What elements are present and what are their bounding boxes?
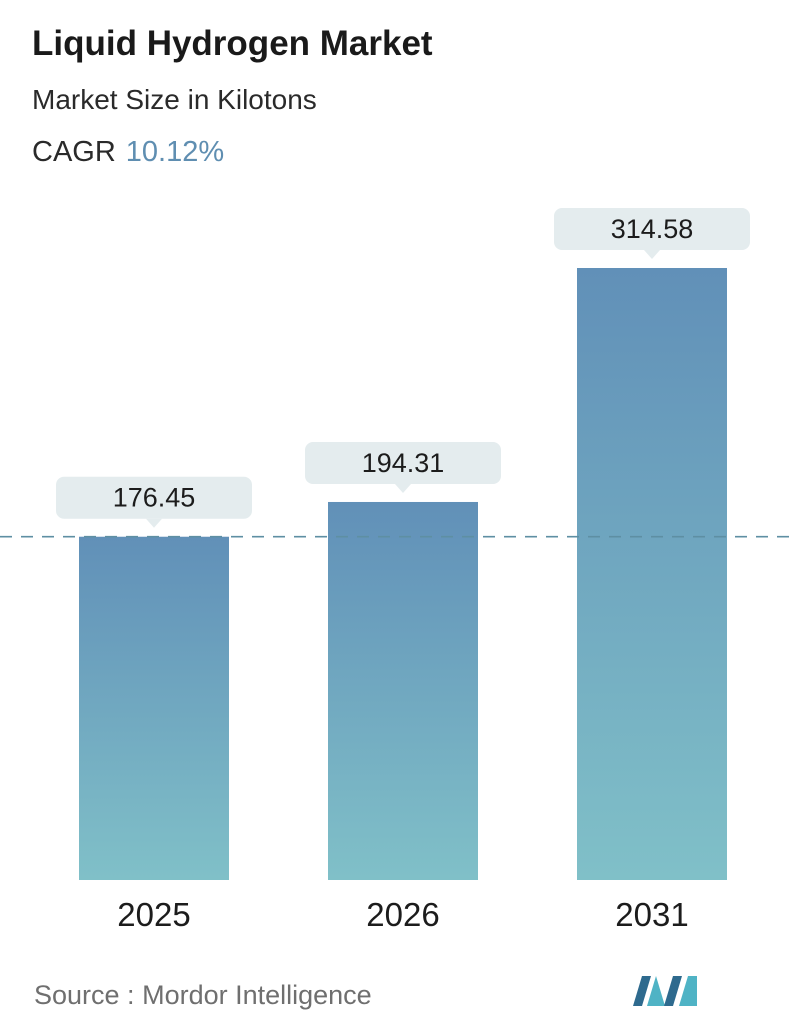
bar-chart: 176.45 2025 194.31 2026 314.58 2031 — [0, 208, 796, 933]
value-callout-pointer — [644, 250, 660, 259]
cagr-label: CAGR — [32, 136, 116, 168]
bar-2026 — [328, 501, 478, 880]
value-callout-box — [56, 476, 252, 519]
value-callout-2025: 176.45 — [56, 476, 252, 528]
source-line: Source : Mordor Intelligence — [34, 980, 372, 1011]
value-callout-2026: 194.31 — [305, 441, 501, 493]
x-tick-label: 2026 — [366, 896, 439, 933]
value-callout-2031: 314.58 — [554, 208, 750, 259]
chart-subtitle: Market Size in Kilotons — [32, 84, 317, 115]
value-callout-box — [305, 441, 501, 484]
value-callout-pointer — [146, 518, 162, 528]
labels-layer: 176.45 2025 194.31 2026 314.58 2031 — [56, 208, 750, 933]
chart-title: Liquid Hydrogen Market — [32, 24, 433, 63]
x-tick-label: 2031 — [615, 896, 688, 933]
source-name: Mordor Intelligence — [142, 980, 372, 1010]
value-label: 314.58 — [611, 214, 694, 244]
value-label: 194.31 — [362, 448, 445, 478]
value-label: 176.45 — [113, 483, 196, 513]
source-label: Source : — [34, 980, 135, 1010]
cagr-value: 10.12% — [125, 136, 225, 168]
bar-2025 — [79, 536, 229, 880]
bars-layer — [79, 268, 727, 880]
mordor-intelligence-logo-icon — [633, 976, 697, 1006]
value-callout-box — [554, 208, 750, 250]
x-tick-label: 2025 — [117, 896, 190, 933]
value-callout-pointer — [395, 483, 411, 493]
cagr-line: CAGR 10.12% — [32, 136, 224, 169]
bar-2031 — [577, 268, 727, 880]
